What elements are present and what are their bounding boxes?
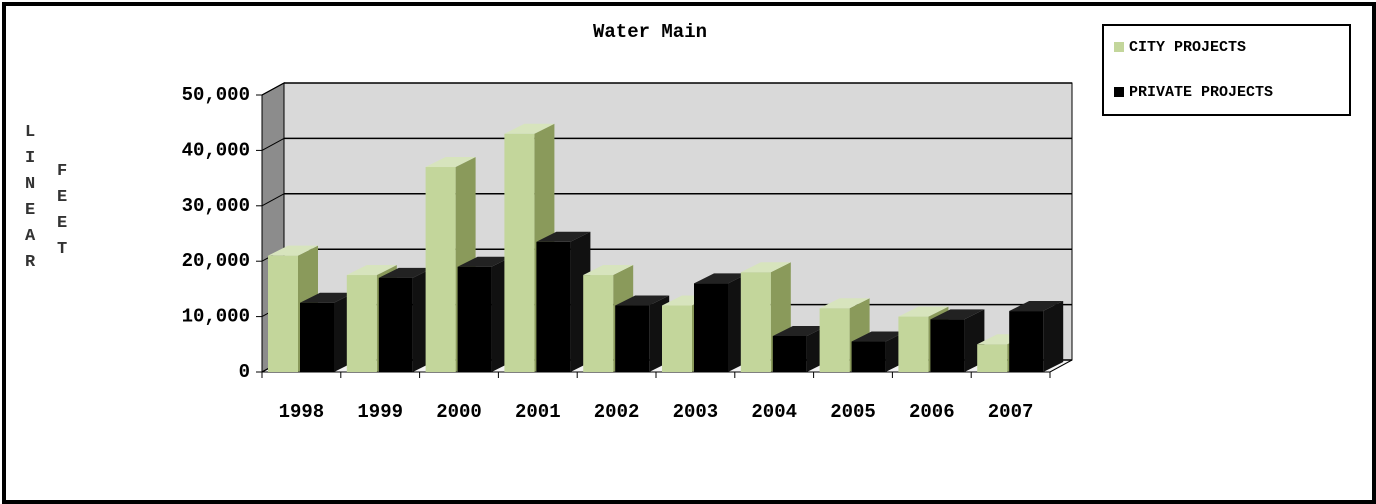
bar-front bbox=[378, 277, 413, 372]
bar-front bbox=[898, 316, 929, 372]
x-tick-label: 2005 bbox=[830, 401, 876, 423]
legend-label: PRIVATE PROJECTS bbox=[1129, 84, 1273, 101]
bar-front bbox=[457, 266, 492, 372]
bar-top bbox=[457, 256, 512, 267]
bar bbox=[378, 267, 433, 372]
bar-front bbox=[504, 133, 535, 372]
bar bbox=[772, 325, 827, 372]
bar bbox=[536, 231, 591, 372]
bar-top bbox=[300, 292, 354, 303]
chart-title: Water Main bbox=[593, 21, 707, 43]
bar-side bbox=[1043, 301, 1064, 372]
bar bbox=[694, 273, 748, 372]
bar-top bbox=[346, 265, 397, 276]
bar bbox=[300, 292, 354, 372]
bar-top bbox=[378, 267, 433, 278]
bar-top bbox=[898, 306, 949, 317]
bar-top bbox=[583, 265, 634, 276]
bar-front bbox=[930, 319, 965, 372]
x-tick-label: 2006 bbox=[909, 401, 955, 423]
bar-front bbox=[662, 305, 692, 372]
bar-front bbox=[536, 241, 571, 372]
grid-line bbox=[261, 137, 285, 151]
x-tick-label: 2004 bbox=[751, 401, 797, 423]
bar-front bbox=[977, 344, 1008, 372]
x-tick-label: 1999 bbox=[357, 401, 403, 423]
x-tick-label: 2002 bbox=[594, 401, 640, 423]
bar-top bbox=[740, 262, 791, 273]
bar-front bbox=[425, 167, 456, 372]
bar-top bbox=[772, 325, 827, 336]
bar-top bbox=[504, 123, 555, 134]
x-tick-label: 2003 bbox=[673, 401, 719, 423]
bar bbox=[457, 256, 512, 372]
bar-front bbox=[346, 275, 377, 372]
y-tick-label: 10,000 bbox=[182, 306, 250, 328]
bar bbox=[615, 295, 670, 372]
grid-line bbox=[261, 193, 285, 207]
x-tick-label: 2001 bbox=[515, 401, 561, 423]
bar-top bbox=[1009, 301, 1064, 312]
y-axis-label: LINEAR bbox=[25, 123, 36, 272]
bar-top bbox=[930, 309, 985, 320]
bar-front bbox=[583, 275, 614, 372]
bar-top bbox=[694, 273, 748, 284]
legend-swatch bbox=[1114, 87, 1124, 97]
bar bbox=[851, 331, 906, 372]
y-tick-label: 40,000 bbox=[182, 139, 250, 161]
x-tick-label: 2000 bbox=[436, 401, 482, 423]
bar-front bbox=[740, 272, 771, 372]
bar-top bbox=[615, 295, 670, 306]
bar-front bbox=[694, 283, 728, 372]
bar-top bbox=[819, 298, 870, 309]
bar-top bbox=[536, 231, 591, 242]
bar-front bbox=[615, 305, 650, 372]
bar bbox=[930, 309, 985, 372]
x-tick-label: 2007 bbox=[988, 401, 1034, 423]
bar-front bbox=[1009, 311, 1044, 372]
y-tick-label: 30,000 bbox=[182, 195, 250, 217]
y-axis-label: FEET bbox=[57, 162, 68, 259]
bar bbox=[1009, 301, 1064, 372]
legend-box bbox=[1102, 24, 1351, 116]
legend-label: CITY PROJECTS bbox=[1129, 39, 1246, 56]
bar-front bbox=[300, 302, 334, 372]
legend-swatch bbox=[1114, 42, 1124, 52]
y-tick-label: 50,000 bbox=[182, 84, 250, 106]
y-tick-label: 0 bbox=[239, 361, 250, 383]
bar-front bbox=[268, 255, 298, 372]
bar-front bbox=[819, 308, 850, 372]
x-tick-label: 1998 bbox=[279, 401, 325, 423]
bar-top bbox=[425, 157, 476, 168]
bar-top bbox=[268, 245, 318, 256]
bar-front bbox=[772, 335, 807, 372]
bar-top bbox=[851, 331, 906, 342]
y-tick-label: 20,000 bbox=[182, 250, 250, 272]
grid-line bbox=[261, 82, 285, 96]
bar-front bbox=[851, 341, 886, 372]
